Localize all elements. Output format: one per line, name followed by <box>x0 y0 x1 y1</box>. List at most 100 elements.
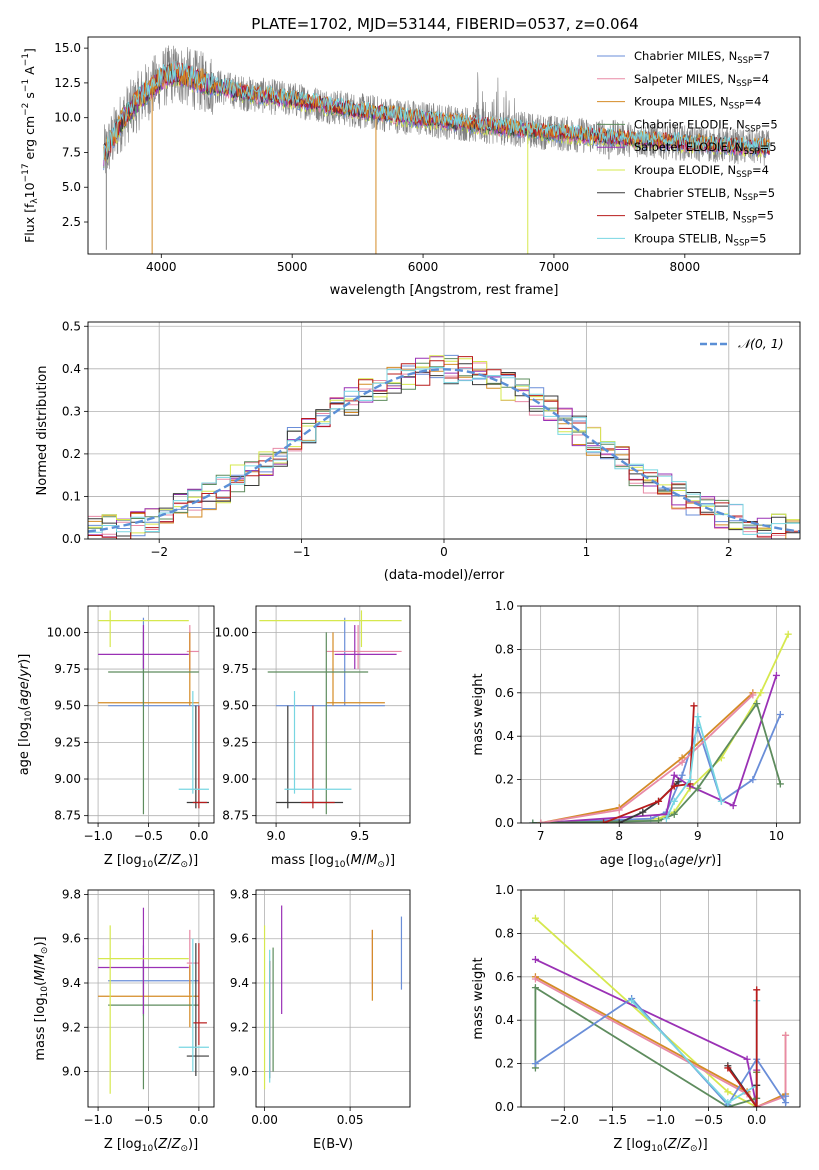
legend-label-n: =5 <box>760 140 777 154</box>
weight-marker-ChMI <box>776 711 784 718</box>
weight-marker-SaST <box>724 1064 732 1072</box>
y-tick-label: 0.4 <box>495 1013 514 1027</box>
weight-marker-KrST <box>724 1099 732 1107</box>
legend-label-sub: SSP <box>736 170 752 180</box>
y-tick-label: 10.00 <box>47 625 81 639</box>
weight-marker-SaMI <box>782 1031 790 1039</box>
spectrum-model-line-KrMI <box>103 63 770 163</box>
legend-label-sub: SSP <box>742 193 758 203</box>
y-tick-label: 1.0 <box>495 883 514 897</box>
weight-marker-SaST <box>655 797 663 805</box>
x-tick-label: −0.5 <box>134 1113 163 1127</box>
residual-hist-KrEL <box>88 355 800 534</box>
age-vs-Z-xlabel: Z [log10(Z/Z⊙)] <box>104 853 198 870</box>
legend-label-normal: 𝒩(0, 1) <box>738 336 784 351</box>
y-tick-label: 9.25 <box>222 735 249 749</box>
y-tick-label: 7.5 <box>62 145 81 159</box>
legend-label-n: =4 <box>752 163 769 177</box>
y-tick-label: 5.0 <box>62 180 81 194</box>
legend-label-sub: SSP <box>729 102 745 112</box>
y-tick-label: 0.4 <box>495 729 514 743</box>
y-tick-label: 9.50 <box>54 699 81 713</box>
y-tick-label: 0.6 <box>495 686 514 700</box>
spectrum-ylabel: Flux [fλ10−17 erg cm−2 s−1 A−1] <box>21 48 40 243</box>
y-tick-label: 0.5 <box>62 319 81 333</box>
y-tick-label: 0.8 <box>495 926 514 940</box>
spectrum-xlabel: wavelength [Angstrom, rest frame] <box>330 283 559 298</box>
y-tick-label: 0.0 <box>495 1100 514 1114</box>
weight_vs_Z-frame <box>520 889 801 1108</box>
x-tick-label: 9 <box>694 829 702 843</box>
weight-marker-ChEL <box>529 819 537 823</box>
y-tick-label: 9.4 <box>230 976 249 990</box>
y-tick-label: 0.2 <box>62 447 81 461</box>
weight-marker-KrEL <box>757 689 765 697</box>
weight-line-SaMI <box>534 978 787 1107</box>
y-tick-label: 9.00 <box>222 772 249 786</box>
spectrum-axes: 4000 5000 6000 7000 8000 2.5 5.0 7.5 10.0 12.5 15.… <box>54 41 700 274</box>
x-tick-label: 6000 <box>408 260 439 274</box>
legend-label-sub: SSP <box>736 79 752 89</box>
weight_vs_age-lines <box>529 630 792 823</box>
x-tick-label: 0.0 <box>747 1113 766 1127</box>
legend-label-SaMI: Salpeter MILES, NSSP=4 <box>634 72 769 89</box>
legend-label-KrEL: Kroupa ELODIE, NSSP=4 <box>634 163 769 180</box>
weight-line-SaEL <box>535 958 758 1107</box>
weight-marker-ChEL <box>753 700 761 708</box>
weight-marker-KrST <box>628 997 636 1005</box>
mass_vs_EBV-errorbars <box>263 905 403 1090</box>
y-tick-label: 8.75 <box>222 809 249 823</box>
legend-label-SaST: Salpeter STELIB, NSSP=5 <box>634 209 774 226</box>
x-tick-label: 10 <box>769 829 784 843</box>
y-tick-label: 1.0 <box>495 599 514 613</box>
y-tick-label: 0.2 <box>495 773 514 787</box>
y-tick-label: 9.4 <box>62 976 81 990</box>
y-tick-label: 9.2 <box>62 1020 81 1034</box>
x-tick-label: 0.05 <box>337 1113 364 1127</box>
weight-marker-KrST <box>686 776 694 784</box>
weight-marker-KrST <box>670 797 678 805</box>
y-tick-label: 9.0 <box>62 1065 81 1079</box>
y-tick-label: 9.6 <box>230 932 249 946</box>
y-tick-label: 9.6 <box>62 932 81 946</box>
legend-label-ChMI: Chabrier MILES, NSSP=7 <box>634 49 770 66</box>
age-vs-mass-xlabel: mass [log10(M/M⊙)] <box>271 853 395 870</box>
legend-label-sub: SSP <box>737 56 753 66</box>
weight-marker-ChEL <box>694 784 702 792</box>
x-tick-label: 9.0 <box>267 829 286 843</box>
weight-marker-ChMI <box>531 1060 539 1068</box>
y-tick-label: 0.0 <box>62 532 81 546</box>
weight-marker-ChMI <box>782 1092 790 1100</box>
weight-marker-ChEL <box>776 780 784 788</box>
spectrum-model-line-KrST <box>103 61 770 161</box>
residuals-ylabel: Normed distribution <box>35 366 50 496</box>
weight-marker-SaEL <box>531 955 539 963</box>
normal-curve <box>88 368 800 533</box>
weight_vs_Z-axes: −2.0 −1.5 −1.0 −0.5 0.0 0.0 0.2 0.4 0.6 0.8 1.0 <box>495 883 800 1127</box>
weight-marker-SaMI <box>537 819 545 823</box>
weight_vs_Z-xlabel: Z [log10(Z/Z⊙)] <box>613 1137 707 1154</box>
weight-marker-ChEL <box>531 984 539 992</box>
x-tick-label: −1.0 <box>646 1113 675 1127</box>
weight-marker-ChEL <box>670 810 678 818</box>
y-tick-label: 9.25 <box>54 735 81 749</box>
legend-label-ChEL: Chabrier ELODIE, NSSP=5 <box>634 117 778 134</box>
legend-label-n: =5 <box>758 186 775 200</box>
x-tick-label: −2.0 <box>550 1113 579 1127</box>
y-tick-label: 9.0 <box>230 1065 249 1079</box>
x-tick-label: 4000 <box>146 260 177 274</box>
y-tick-label: 2.5 <box>62 215 81 229</box>
legend-label-sub: SSP <box>745 124 761 134</box>
y-tick-label: 9.8 <box>62 887 81 901</box>
legend-label-n: =4 <box>752 72 769 86</box>
legend-label-n: =5 <box>757 209 774 223</box>
weight-line-KrMI <box>540 692 754 823</box>
weight-marker-KrEL <box>724 1088 732 1096</box>
residuals-xlabel: (data-model)/error <box>384 568 505 583</box>
figure-title: PLATE=1702, MJD=53144, FIBERID=0537, z=0… <box>251 15 638 33</box>
legend-label-n: =7 <box>753 49 770 63</box>
weight-marker-ChST <box>674 778 682 786</box>
weight-marker-KrST <box>662 815 670 823</box>
weight_vs_Z-ylabel: mass weight <box>471 957 486 1039</box>
weight-marker-SaST <box>670 782 678 790</box>
